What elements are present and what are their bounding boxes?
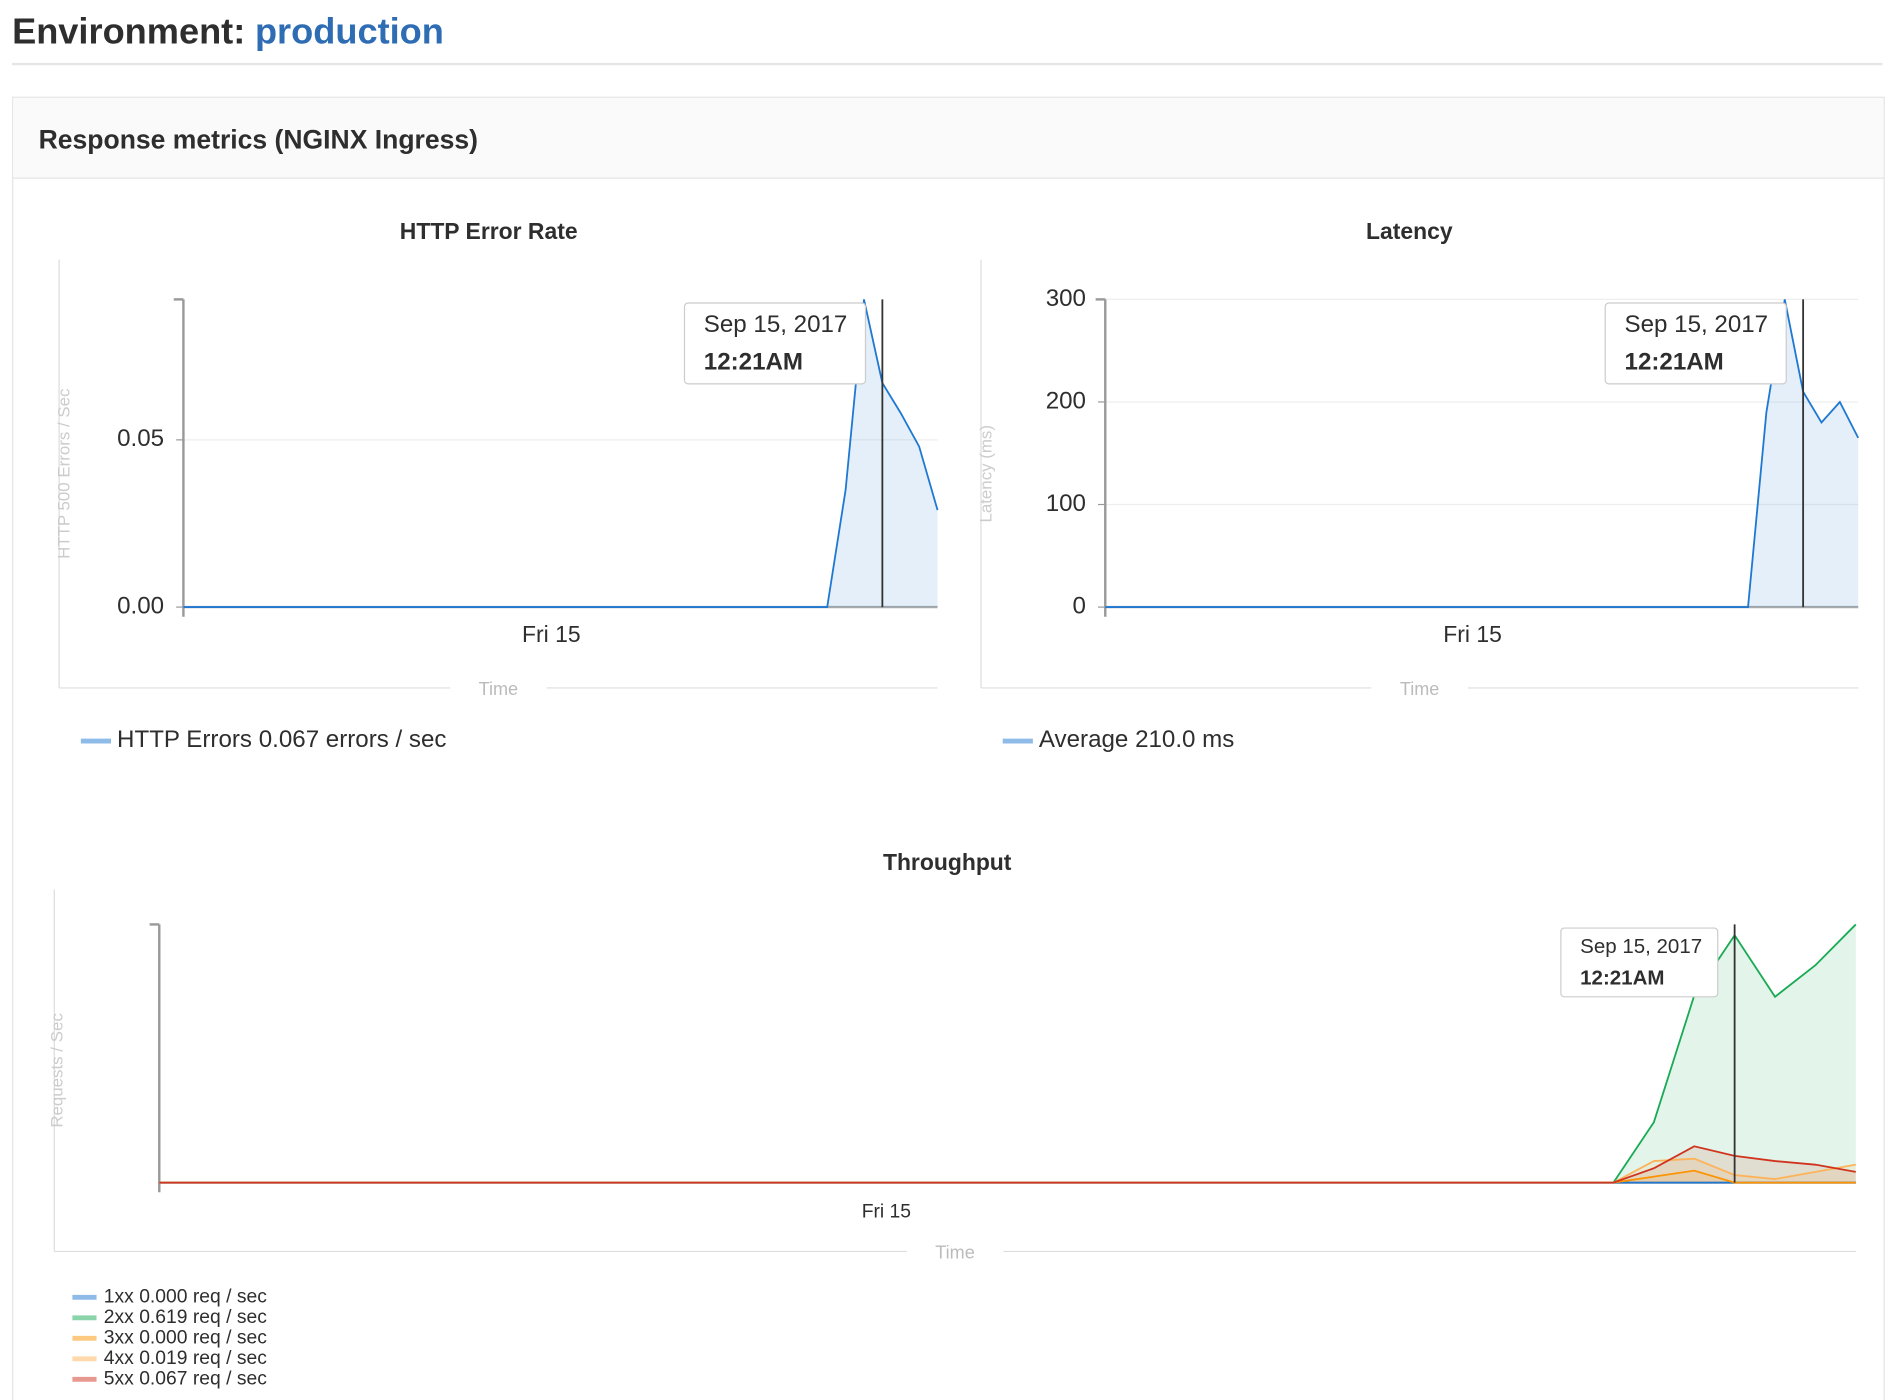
y-tick-label: 0: [1073, 592, 1086, 619]
legend-entry: HTTP Errors 0.067 errors / sec: [117, 726, 446, 753]
legend-name: Average: [1039, 726, 1128, 753]
x-label-gap: [450, 678, 547, 698]
x-label-gap: [1371, 678, 1468, 698]
legend-name: 4xx: [104, 1348, 134, 1369]
legend-entry: 1xx 0.000 req / sec: [104, 1286, 267, 1307]
area: [159, 924, 1856, 1183]
environment-link[interactable]: production: [255, 11, 444, 52]
y-tick-label: 100: [1046, 490, 1086, 517]
legend-value: 0.000 req / sec: [139, 1286, 267, 1307]
legend-value: 0.619 req / sec: [139, 1307, 267, 1328]
chart-title: HTTP Error Rate: [400, 218, 578, 244]
x-tick-label: Fri 15: [862, 1202, 911, 1223]
y-tick-label: 300: [1046, 285, 1086, 312]
tooltip: [683, 302, 867, 385]
x-label-gap: [906, 1241, 1004, 1262]
y-tick-label: 0.05: [117, 425, 164, 452]
tooltip-date: Sep 15, 2017: [704, 311, 848, 338]
panel-header: [13, 97, 1884, 178]
page-heading: Environment: production: [12, 11, 444, 52]
y-tick-label: 200: [1046, 387, 1086, 414]
x-axis-label: Time: [935, 1243, 975, 1263]
line: [1105, 299, 1860, 608]
legend-entry: 5xx 0.067 req / sec: [104, 1368, 267, 1389]
y-axis-label: Requests / Sec: [47, 1013, 66, 1127]
chart-title: Throughput: [883, 849, 1012, 875]
tooltip-date: Sep 15, 2017: [1580, 935, 1702, 958]
tooltip-time: 12:21AM: [1580, 966, 1664, 989]
line: [183, 299, 939, 608]
tooltip-date: Sep 15, 2017: [1625, 311, 1769, 338]
legend-name: 5xx: [104, 1368, 134, 1389]
legend-name: 3xx: [104, 1327, 134, 1348]
x-tick-label: Fri 15: [522, 621, 581, 647]
legend-entry: 2xx 0.619 req / sec: [104, 1307, 267, 1328]
tooltip: [1560, 927, 1719, 998]
area: [159, 1158, 1856, 1183]
y-axis-label: Latency (ms): [976, 425, 995, 523]
line: [159, 1145, 1856, 1184]
legend-name: 1xx: [104, 1286, 134, 1307]
x-axis-label: Time: [1400, 679, 1440, 699]
tooltip: [1604, 302, 1787, 385]
legend-entry: Average 210.0 ms: [1039, 726, 1234, 753]
legend-value: 0.000 req / sec: [139, 1327, 267, 1348]
x-axis-label: Time: [479, 679, 519, 699]
legend-value: 210.0 ms: [1135, 726, 1234, 753]
panel-title: Response metrics (NGINX Ingress): [39, 125, 478, 155]
tooltip-time: 12:21AM: [704, 348, 803, 375]
legend-name: 2xx: [104, 1307, 134, 1328]
area: [159, 1170, 1856, 1183]
y-tick-label: 0.00: [117, 592, 164, 619]
legend-value: 0.019 req / sec: [139, 1348, 267, 1369]
legend-name: HTTP Errors: [117, 726, 252, 753]
legend-entry: 4xx 0.019 req / sec: [104, 1348, 267, 1369]
legend-value: 0.067 req / sec: [139, 1368, 267, 1389]
tooltip-time: 12:21AM: [1625, 348, 1724, 375]
area: [159, 1146, 1856, 1183]
legend-entry: 3xx 0.000 req / sec: [104, 1327, 267, 1348]
y-axis-label: HTTP 500 Errors / Sec: [55, 389, 74, 559]
legend-value: 0.067 errors / sec: [259, 726, 447, 753]
x-tick-label: Fri 15: [1443, 621, 1502, 647]
chart-title: Latency: [1366, 218, 1453, 244]
heading-label: Environment:: [12, 11, 245, 52]
